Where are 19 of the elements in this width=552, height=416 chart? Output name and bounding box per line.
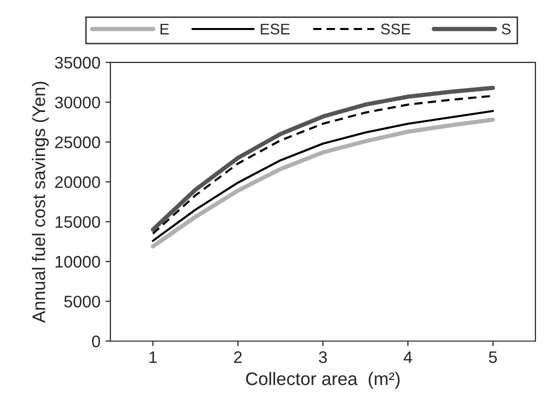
y-tick-label: 35000 — [54, 56, 100, 69]
y-tick-label: 25000 — [55, 136, 100, 148]
y-tick-label: 20000 — [55, 176, 100, 188]
y-tick-label: 15000 — [56, 216, 100, 228]
x-tick-label: 4 — [404, 351, 412, 363]
x-tick-label: 1 — [150, 351, 157, 363]
x-tick-label: 2 — [234, 351, 242, 363]
legend-label: ESE — [260, 24, 290, 34]
legend-label: SSE — [381, 24, 410, 34]
y-tick-label: 5000 — [64, 296, 100, 308]
x-tick-label: 5 — [488, 351, 497, 364]
y-tick-label: 10000 — [56, 256, 100, 268]
y-tick-label: 30000 — [54, 96, 100, 108]
legend-label: S — [502, 24, 511, 34]
y-axis-title: Annual fuel cost savings (Yen) — [32, 82, 49, 323]
x-tick-label: 3 — [318, 351, 327, 364]
x-axis-title: Collector area (m²) — [246, 372, 400, 389]
legend-label: E — [160, 24, 169, 34]
y-tick-label: 0 — [92, 336, 100, 348]
